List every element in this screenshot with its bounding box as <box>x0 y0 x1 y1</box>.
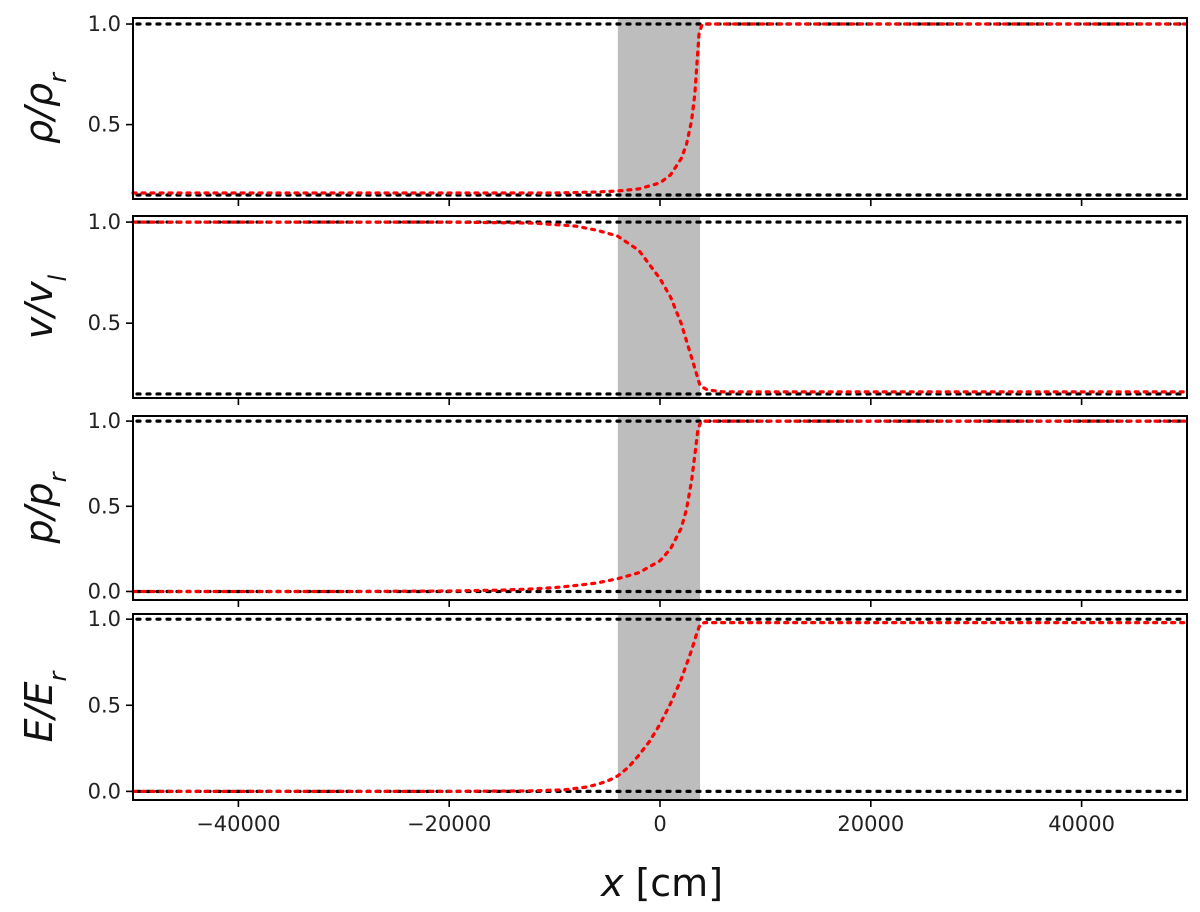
y-axis-label: p/pr <box>17 470 72 544</box>
y-axis-label: ρ/ρr <box>17 71 72 144</box>
y-tick-label: 1.0 <box>88 409 121 433</box>
y-tick-label: 0.0 <box>88 579 121 603</box>
shaded-region <box>617 18 701 199</box>
y-tick-label: 0.5 <box>88 113 121 137</box>
x-tick-label: −40000 <box>196 812 280 836</box>
data-series-line <box>131 22 1189 195</box>
shaded-region <box>617 614 701 800</box>
panel-3: 0.0 0.5 1.0 p/pr <box>17 409 1189 607</box>
y-axis-label: E/Er <box>17 670 72 743</box>
x-tick-label: 40000 <box>1048 812 1115 836</box>
shaded-region <box>617 216 701 398</box>
y-tick-label: 1.0 <box>88 12 121 36</box>
data-series-line <box>131 220 1189 394</box>
x-axis: −40000 −20000 0 20000 40000 <box>196 812 1115 836</box>
chart-panels: 0.5 1.0 ρ/ρr 0.5 1.0 v/vl 0.0 0.5 1.0 p/pr 0.0 0.5 1… <box>17 12 1189 807</box>
x-axis-label: x [cm] <box>600 861 723 905</box>
panel-4: 0.0 0.5 1.0 E/Er <box>17 607 1189 807</box>
y-axis-label: v/vl <box>17 274 72 339</box>
shaded-region <box>617 416 701 600</box>
x-tick-label: 20000 <box>837 812 904 836</box>
y-tick-label: 0.5 <box>88 311 121 335</box>
data-series-line <box>131 419 1189 594</box>
data-series-line <box>131 620 1189 794</box>
panel-2: 0.5 1.0 v/vl <box>17 210 1189 405</box>
y-tick-label: 0.5 <box>88 494 121 518</box>
y-tick-label: 1.0 <box>88 607 121 631</box>
y-tick-label: 1.0 <box>88 210 121 234</box>
y-tick-label: 0.5 <box>88 693 121 717</box>
y-tick-label: 0.0 <box>88 779 121 803</box>
x-tick-label: 0 <box>653 812 666 836</box>
x-tick-label: −20000 <box>407 812 491 836</box>
panel-1: 0.5 1.0 ρ/ρr <box>17 12 1189 206</box>
